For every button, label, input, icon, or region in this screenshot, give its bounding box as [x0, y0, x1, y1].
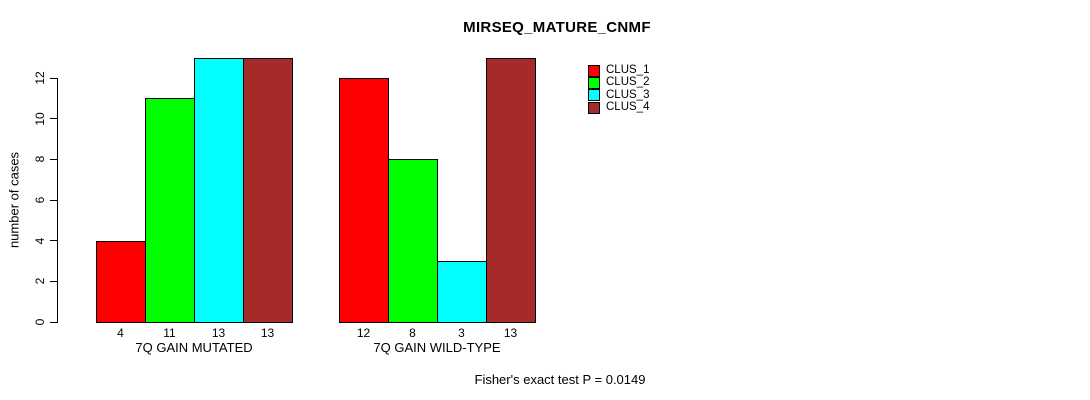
y-axis-tick [50, 158, 57, 160]
bar-clus_4-group2 [486, 57, 536, 323]
bar-value-label: 13 [211, 326, 226, 340]
y-axis-tick [50, 240, 57, 242]
y-axis-tick-label: 0 [33, 318, 47, 326]
bar-value-label: 13 [503, 326, 518, 340]
bar-value-label: 11 [163, 326, 176, 340]
bar-clus_1-group1 [96, 240, 146, 323]
legend-label: CLUS_1 [606, 64, 650, 76]
legend-swatch-clus-3 [588, 89, 600, 102]
bar-clus_3-group1 [194, 57, 244, 323]
y-axis-tick-label: 4 [33, 237, 47, 244]
y-axis-tick-label: 10 [33, 111, 47, 126]
stat-test-note: Fisher's exact test P = 0.0149 [474, 372, 646, 387]
legend-item: CLUS_1 [588, 64, 650, 77]
y-axis-tick-label: 8 [33, 155, 47, 163]
legend: CLUS_1 CLUS_2 CLUS_3 CLUS_4 [588, 64, 650, 115]
y-axis-title: number of cases [6, 151, 22, 249]
legend-label: CLUS_2 [606, 76, 650, 89]
bar-clus_3-group2 [437, 261, 487, 323]
y-axis-tick-label: 2 [33, 277, 47, 285]
y-axis-tick-label: 6 [33, 196, 47, 204]
legend-swatch-clus-2 [588, 76, 600, 89]
category-label: 7Q GAIN WILD-TYPE [373, 340, 501, 355]
bar-value-label: 4 [117, 326, 124, 340]
bar-clus_4-group1 [243, 57, 293, 323]
y-axis-tick [50, 321, 57, 323]
y-axis-tick [50, 77, 57, 79]
legend-label: CLUS_3 [606, 88, 650, 101]
chart-title: MIRSEQ_MATURE_CNMF [463, 19, 651, 36]
bar-value-label: 8 [409, 326, 416, 340]
legend-item: CLUS_2 [588, 76, 650, 89]
bar-value-label: 13 [260, 326, 275, 340]
bar-clus_1-group2 [339, 78, 389, 323]
bar-value-label: 12 [356, 326, 371, 340]
legend-label: CLUS_4 [606, 101, 650, 114]
y-axis-tick [50, 118, 57, 120]
legend-swatch-clus-1 [588, 64, 600, 77]
y-axis-tick [50, 280, 57, 282]
legend-item: CLUS_3 [588, 88, 650, 102]
legend-item: CLUS_4 [588, 101, 650, 114]
y-axis-tick-label: 12 [33, 71, 47, 85]
y-axis-line [57, 78, 58, 323]
bar-clus_2-group1 [145, 98, 195, 323]
category-label: 7Q GAIN MUTATED [135, 340, 253, 355]
bar-clus_2-group2 [388, 159, 438, 323]
bar-value-label: 3 [458, 326, 465, 340]
legend-swatch-clus-4 [588, 101, 600, 114]
y-axis-tick [50, 199, 57, 201]
